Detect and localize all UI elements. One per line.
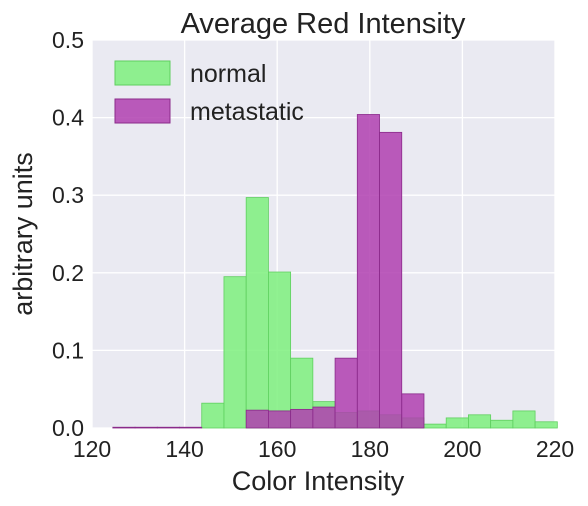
- y-tick-label: 0.3: [52, 182, 84, 208]
- bar-normal: [490, 419, 514, 429]
- y-tick-label: 0.1: [52, 337, 84, 363]
- x-axis-title: Color Intensity: [232, 466, 405, 496]
- x-tick-label: 120: [73, 436, 111, 462]
- bar-metastatic: [379, 131, 403, 429]
- bars-group: [112, 114, 558, 429]
- y-tick-label: 0.0: [52, 415, 84, 441]
- legend-label-metastatic: metastatic: [190, 98, 304, 126]
- bar-normal: [245, 197, 269, 429]
- bar-normal: [512, 410, 536, 429]
- bar-normal: [201, 402, 225, 429]
- bar-normal: [468, 414, 492, 429]
- legend: normal metastatic: [114, 60, 304, 126]
- tick-labels: 120 140 160 180 200 220 0.0 0.1 0.2 0.3 0.4 0.5: [52, 27, 574, 462]
- y-tick-label: 0.4: [52, 105, 84, 131]
- legend-swatch-metastatic: [114, 98, 171, 124]
- x-tick-label: 200: [443, 436, 481, 462]
- plot-background: [92, 40, 555, 428]
- bar-metastatic: [134, 426, 158, 429]
- x-tick-label: 220: [536, 436, 574, 462]
- x-tick-label: 180: [351, 436, 389, 462]
- bar-metastatic: [179, 426, 203, 429]
- bar-metastatic: [334, 357, 358, 429]
- bar-metastatic: [312, 406, 336, 429]
- bar-metastatic: [356, 114, 380, 429]
- bar-metastatic: [268, 410, 292, 429]
- y-axis-title: arbitrary units: [8, 152, 38, 316]
- bar-metastatic: [112, 426, 136, 429]
- bar-metastatic: [290, 408, 314, 429]
- bar-metastatic: [401, 393, 425, 429]
- bar-normal: [445, 417, 469, 429]
- bar-normal: [223, 276, 247, 429]
- x-tick-label: 160: [258, 436, 296, 462]
- y-tick-label: 0.2: [52, 260, 84, 286]
- x-tick-label: 140: [165, 436, 203, 462]
- bar-normal: [423, 423, 447, 429]
- legend-label-normal: normal: [190, 60, 266, 88]
- bar-metastatic: [156, 426, 180, 429]
- bar-normal: [268, 271, 292, 429]
- chart-title: Average Red Intensity: [181, 8, 466, 40]
- y-tick-label: 0.5: [52, 27, 84, 53]
- bar-normal: [534, 421, 558, 429]
- legend-swatch-normal: [114, 60, 171, 86]
- bar-metastatic: [245, 409, 269, 429]
